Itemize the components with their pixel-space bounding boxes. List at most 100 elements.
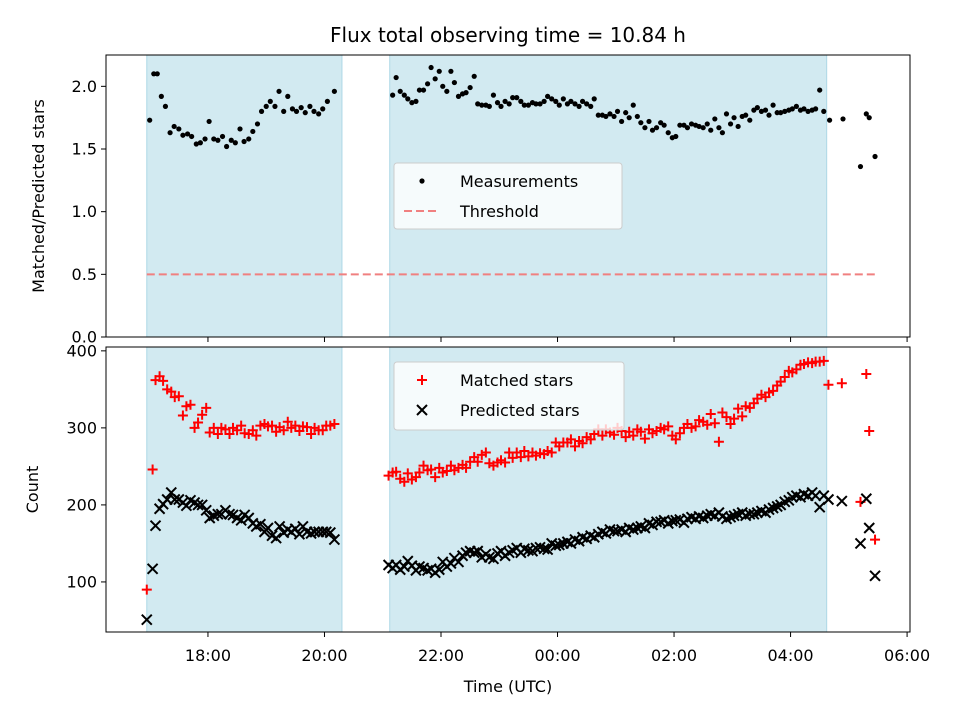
measurement-point bbox=[193, 141, 199, 147]
measurement-point bbox=[184, 131, 191, 137]
matched-point bbox=[391, 466, 402, 477]
measurement-point bbox=[789, 106, 795, 112]
y-tick-label: 400 bbox=[66, 341, 97, 360]
matched-point bbox=[585, 434, 596, 445]
measurement-point bbox=[801, 106, 807, 112]
matched-point bbox=[628, 430, 639, 441]
measurement-point bbox=[490, 92, 497, 98]
measurement-point bbox=[723, 111, 730, 117]
measurement-point bbox=[533, 101, 539, 107]
measurement-point bbox=[276, 88, 282, 94]
measurement-point bbox=[619, 118, 625, 125]
measurement-point bbox=[390, 92, 396, 98]
legend-marker-x bbox=[416, 404, 428, 416]
measurement-point bbox=[401, 92, 407, 98]
matched-point bbox=[472, 456, 483, 467]
measurement-point bbox=[448, 68, 454, 74]
measurement-point bbox=[498, 103, 504, 109]
measurement-point bbox=[778, 110, 784, 116]
measurement-point bbox=[872, 153, 878, 160]
matched-point bbox=[189, 422, 200, 433]
matched-point bbox=[480, 447, 491, 458]
measurement-point bbox=[754, 105, 760, 111]
measurement-point bbox=[215, 137, 221, 143]
measurement-point bbox=[211, 136, 217, 142]
series-predicted-stars bbox=[141, 486, 881, 626]
measurement-point bbox=[716, 125, 722, 131]
measurement-point bbox=[579, 98, 586, 104]
measurement-point bbox=[549, 96, 555, 102]
measurement-point bbox=[158, 93, 164, 99]
matched-point bbox=[779, 372, 790, 383]
measurement-point bbox=[584, 101, 590, 107]
measurement-point bbox=[506, 101, 512, 107]
measurement-point bbox=[393, 74, 399, 81]
measurement-point bbox=[285, 93, 291, 99]
measurement-point bbox=[556, 102, 562, 108]
predicted-point bbox=[822, 493, 835, 506]
matched-point bbox=[224, 429, 235, 440]
matched-point bbox=[306, 429, 317, 440]
measurement-point bbox=[684, 125, 691, 131]
measurement-point bbox=[758, 108, 765, 114]
measurement-point bbox=[537, 101, 543, 107]
measurement-point bbox=[486, 103, 492, 109]
measurement-point bbox=[409, 100, 415, 106]
y-tick-label: 1.0 bbox=[72, 202, 97, 221]
matched-point bbox=[690, 421, 701, 432]
measurement-point bbox=[688, 121, 695, 127]
measurement-point bbox=[331, 88, 337, 94]
measurement-point bbox=[436, 68, 442, 74]
matched-point bbox=[725, 419, 736, 430]
predicted-point bbox=[471, 545, 484, 557]
series-matched-stars bbox=[141, 355, 881, 595]
y-tick-label: 2.0 bbox=[72, 77, 97, 96]
predicted-point bbox=[860, 493, 873, 505]
predicted-point bbox=[670, 514, 682, 527]
measurement-point bbox=[471, 73, 477, 79]
matched-point bbox=[674, 428, 685, 439]
matched-point bbox=[173, 391, 184, 402]
matched-point bbox=[426, 464, 437, 475]
matched-point bbox=[461, 462, 472, 473]
measurement-point bbox=[302, 110, 308, 116]
measurement-point bbox=[176, 126, 182, 132]
measurement-point bbox=[272, 103, 278, 109]
measurement-point bbox=[281, 108, 287, 114]
matched-point bbox=[733, 403, 744, 414]
measurement-point bbox=[762, 107, 769, 113]
measurement-point bbox=[293, 108, 300, 114]
predicted-point bbox=[169, 493, 181, 506]
measurement-point bbox=[420, 87, 427, 93]
measurement-point bbox=[307, 103, 313, 109]
measurement-point bbox=[595, 112, 601, 118]
measurement-point bbox=[463, 90, 469, 96]
observing-window bbox=[146, 346, 343, 633]
measurement-point bbox=[298, 105, 304, 111]
measurement-point bbox=[591, 96, 597, 102]
measurement-point bbox=[246, 136, 252, 142]
legend-entry-label: Threshold bbox=[459, 202, 539, 221]
predicted-point bbox=[869, 570, 881, 582]
measurement-point bbox=[638, 120, 644, 126]
legend-entry-label: Predicted stars bbox=[460, 401, 580, 420]
measurement-point bbox=[813, 106, 819, 112]
matched-point bbox=[864, 425, 875, 436]
measurement-point bbox=[576, 103, 582, 109]
predicted-point bbox=[328, 533, 341, 546]
legend: Matched stars Predicted stars bbox=[393, 361, 625, 431]
matched-point bbox=[141, 584, 152, 595]
measurement-point bbox=[202, 136, 208, 142]
measurement-point bbox=[518, 98, 524, 104]
y-tick-label: 1.5 bbox=[72, 140, 97, 159]
matched-point bbox=[414, 467, 425, 478]
predicted-point bbox=[254, 518, 267, 530]
measurement-point bbox=[311, 108, 317, 114]
matched-point bbox=[399, 476, 410, 487]
predicted-point bbox=[192, 499, 204, 511]
y-axis-label: Matched/Predicted stars bbox=[29, 99, 48, 293]
measurement-point bbox=[634, 113, 640, 120]
predicted-point bbox=[212, 508, 224, 520]
measurement-point bbox=[735, 123, 741, 130]
